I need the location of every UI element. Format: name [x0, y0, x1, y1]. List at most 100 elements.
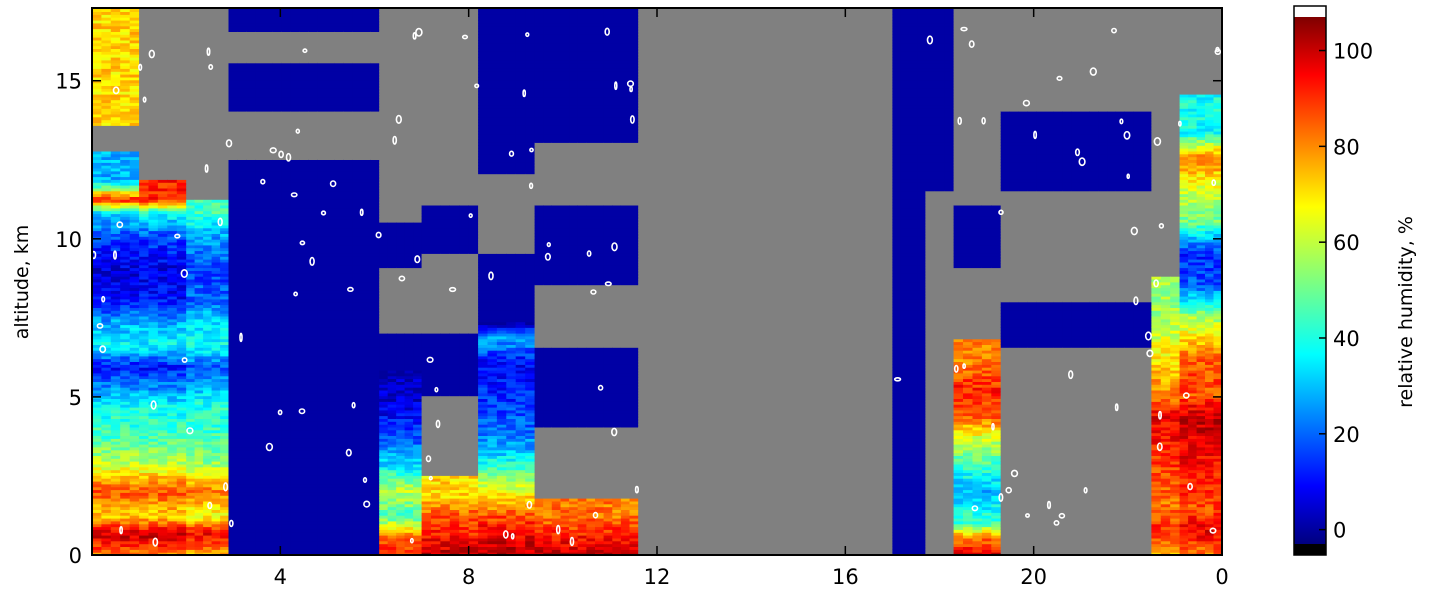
- heat-cell: [273, 299, 283, 302]
- heat-cell: [101, 478, 111, 481]
- heat-cell: [237, 504, 247, 507]
- heat-cell: [92, 168, 102, 171]
- heat-cell: [158, 310, 168, 313]
- heat-cell: [308, 521, 318, 524]
- heat-cell: [264, 547, 274, 550]
- heat-cell: [111, 436, 121, 439]
- heat-cell: [177, 12, 187, 15]
- heat-cell: [273, 436, 283, 439]
- heat-cell: [229, 285, 239, 288]
- heat-cell: [177, 541, 187, 544]
- heat-cell: [101, 467, 111, 470]
- heat-cell: [212, 37, 221, 40]
- heat-cell: [264, 316, 274, 319]
- heat-cell: [130, 74, 140, 77]
- heat-cell: [139, 43, 149, 46]
- heat-cell: [299, 80, 309, 83]
- heat-cell: [273, 498, 283, 501]
- heat-cell: [212, 353, 221, 356]
- heat-cell: [120, 49, 130, 52]
- heat-cell: [158, 390, 168, 393]
- heat-cell: [212, 441, 221, 444]
- heat-cell: [101, 168, 111, 171]
- heat-cell: [111, 12, 121, 15]
- heat-cell: [255, 54, 265, 57]
- heat-cell: [255, 185, 265, 188]
- heat-cell: [120, 54, 130, 57]
- heat-cell: [212, 330, 221, 333]
- heat-cell: [291, 305, 301, 308]
- heat-cell: [291, 111, 301, 114]
- heat-cell: [195, 347, 204, 350]
- heat-cell: [273, 342, 283, 345]
- heat-cell: [264, 390, 274, 393]
- heat-cell: [308, 421, 318, 424]
- heat-cell: [237, 416, 247, 419]
- heat-cell: [130, 384, 140, 387]
- heat-cell: [282, 430, 292, 433]
- heat-cell: [120, 216, 130, 219]
- heat-cell: [273, 216, 283, 219]
- heat-cell: [220, 535, 229, 538]
- heat-cell: [273, 504, 283, 507]
- heat-cell: [299, 498, 309, 501]
- heat-cell: [120, 74, 130, 77]
- heat-cell: [92, 441, 102, 444]
- heat-cell: [308, 128, 318, 131]
- heat-cell: [299, 535, 309, 538]
- heat-cell: [264, 430, 274, 433]
- heat-cell: [229, 179, 239, 182]
- heat-cell: [158, 74, 168, 77]
- heat-cell: [139, 179, 149, 182]
- heat-cell: [203, 205, 212, 208]
- heat-cell: [299, 473, 309, 476]
- heat-cell: [282, 68, 292, 71]
- heat-cell: [92, 111, 102, 114]
- heat-cell: [158, 498, 168, 501]
- heat-cell: [167, 492, 177, 495]
- heat-cell: [203, 60, 212, 63]
- heat-cell: [139, 148, 149, 151]
- heat-cell: [220, 478, 229, 481]
- heat-cell: [177, 473, 187, 476]
- heat-cell: [282, 168, 292, 171]
- heat-cell: [120, 478, 130, 481]
- heat-cell: [282, 492, 292, 495]
- heat-cell: [317, 222, 327, 225]
- heat-cell: [167, 37, 177, 40]
- heat-cell: [212, 154, 221, 157]
- heat-cell: [291, 211, 301, 214]
- heat-cell: [255, 478, 265, 481]
- heat-cell: [282, 29, 292, 32]
- heat-cell: [282, 74, 292, 77]
- heat-cell: [308, 43, 318, 46]
- heat-cell: [291, 547, 301, 550]
- heat-cell: [130, 379, 140, 382]
- heat-cell: [92, 137, 102, 140]
- heat-cell: [101, 367, 111, 370]
- heat-cell: [139, 453, 149, 456]
- heat-cell: [167, 273, 177, 276]
- heat-cell: [308, 416, 318, 419]
- heat-cell: [264, 216, 274, 219]
- heat-cell: [120, 399, 130, 402]
- heat-cell: [203, 330, 212, 333]
- heat-cell: [264, 60, 274, 63]
- heat-cell: [177, 436, 187, 439]
- heat-cell: [237, 515, 247, 518]
- heat-cell: [186, 68, 195, 71]
- heat-cell: [203, 373, 212, 376]
- heat-cell: [130, 137, 140, 140]
- heat-cell: [101, 253, 111, 256]
- heat-cell: [167, 535, 177, 538]
- heat-cell: [130, 49, 140, 52]
- heat-cell: [101, 541, 111, 544]
- heat-cell: [130, 441, 140, 444]
- heat-cell: [101, 105, 111, 108]
- heat-cell: [158, 17, 168, 20]
- heat-cell: [111, 461, 121, 464]
- heat-cell: [237, 373, 247, 376]
- heat-cell: [149, 154, 159, 157]
- heat-cell: [167, 74, 177, 77]
- heat-cell: [273, 128, 283, 131]
